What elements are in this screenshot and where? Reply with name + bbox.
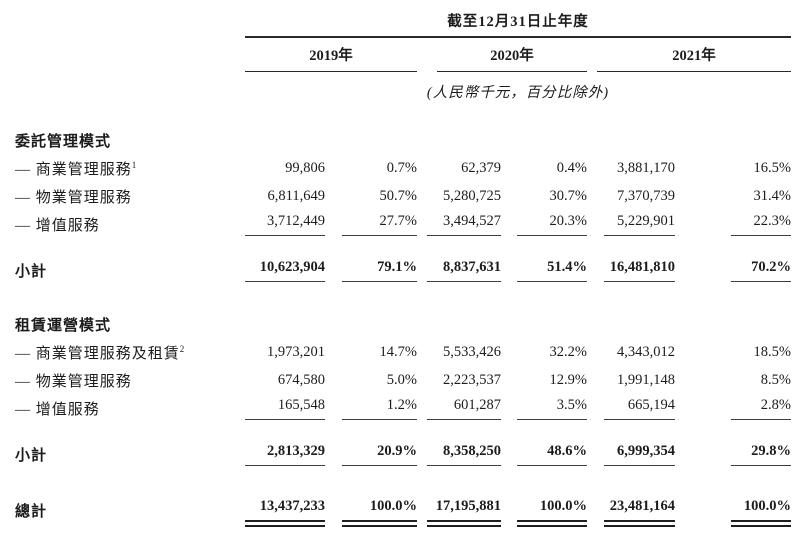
subtotal-pct-2019: 79.1% xyxy=(342,259,417,282)
pct-2020: 32.2% xyxy=(549,343,587,360)
pct-2021: 31.4% xyxy=(753,187,791,204)
row-label: — 增值服務 xyxy=(15,214,245,235)
row-label-text: — 商業管理服務及租賃 xyxy=(15,345,180,362)
total-pct-2021: 100.0% xyxy=(731,498,791,527)
section-title-lease-operation: 租賃運營模式 xyxy=(15,317,112,334)
total-pct-2019: 100.0% xyxy=(342,498,417,527)
amount-2019: 3,712,449 xyxy=(245,213,325,236)
row-label-text: — 商業管理服務 xyxy=(15,161,132,178)
row-label: — 物業管理服務 xyxy=(15,370,245,391)
amount-2021: 1,991,148 xyxy=(617,371,675,388)
amount-2019: 165,548 xyxy=(245,397,325,420)
amount-2021: 7,370,739 xyxy=(617,187,675,204)
unit-note-row: (人民幣千元，百分比除外) xyxy=(15,72,797,102)
row-label-text: — 物業管理服務 xyxy=(15,373,132,390)
total-row: 總計 13,437,233 100.0% 17,195,881 100.0% 2… xyxy=(15,496,797,527)
subtotal-pct-2019: 20.9% xyxy=(342,443,417,466)
footnote-marker: 1 xyxy=(131,159,137,170)
total-amount-2021: 23,481,164 xyxy=(604,498,675,527)
subtotal-label: 小計 xyxy=(15,263,48,280)
pct-2021: 16.5% xyxy=(753,159,791,176)
row-label: — 物業管理服務 xyxy=(15,186,245,207)
row-label: — 商業管理服務及租賃2 xyxy=(15,342,245,363)
row-label: — 商業管理服務1 xyxy=(15,158,245,179)
section-title-entrusted-management: 委託管理模式 xyxy=(15,133,112,150)
pct-2019: 27.7% xyxy=(342,213,417,236)
pct-2020: 0.4% xyxy=(556,159,587,176)
table-row-property-mgmt-services: — 物業管理服務 6,811,649 50.7% 5,280,725 30.7%… xyxy=(15,182,797,210)
pct-2019: 1.2% xyxy=(342,397,417,420)
amount-2020: 2,223,537 xyxy=(443,371,501,388)
total-pct-2020: 100.0% xyxy=(517,498,587,527)
amount-2020: 5,533,426 xyxy=(443,343,501,360)
period-title: 截至12月31日止年度 xyxy=(245,8,791,38)
pct-2019: 14.7% xyxy=(379,343,417,360)
row-label-text: — 物業管理服務 xyxy=(15,189,132,206)
subtotal-pct-2021: 29.8% xyxy=(731,443,791,466)
subtotal-pct-2020: 48.6% xyxy=(517,443,587,466)
amount-2021: 3,881,170 xyxy=(617,159,675,176)
pct-2020: 3.5% xyxy=(517,397,587,420)
pct-2021: 18.5% xyxy=(753,343,791,360)
subtotal-amount-2020: 8,358,250 xyxy=(427,443,501,466)
subtotal-label: 小計 xyxy=(15,447,48,464)
year-header-row: 2019年 2020年 2021年 xyxy=(15,38,797,72)
amount-2021: 4,343,012 xyxy=(617,343,675,360)
table-row-value-added-services: — 增值服務 3,712,449 27.7% 3,494,527 20.3% 5… xyxy=(15,210,797,238)
year-header-2021: 2021年 xyxy=(597,38,791,72)
subtotal-amount-2020: 8,837,631 xyxy=(427,259,501,282)
table-row-value-added-services-2: — 增值服務 165,548 1.2% 601,287 3.5% 665,194… xyxy=(15,394,797,422)
pct-2019: 0.7% xyxy=(386,159,417,176)
pct-2020: 30.7% xyxy=(549,187,587,204)
pct-2019: 50.7% xyxy=(379,187,417,204)
row-label-text: — 增值服務 xyxy=(15,217,100,234)
table-row-property-mgmt-services-2: — 物業管理服務 674,580 5.0% 2,223,537 12.9% 1,… xyxy=(15,366,797,394)
subtotal-amount-2019: 10,623,904 xyxy=(245,259,325,282)
total-amount-2020: 17,195,881 xyxy=(427,498,501,527)
table-row-commercial-mgmt-services: — 商業管理服務1 99,806 0.7% 62,379 0.4% 3,881,… xyxy=(15,154,797,182)
subtotal-amount-2021: 16,481,810 xyxy=(604,259,675,282)
amount-2019: 1,973,201 xyxy=(267,343,325,360)
period-header-row: 截至12月31日止年度 xyxy=(15,8,797,38)
amount-2019: 6,811,649 xyxy=(267,187,325,204)
amount-2021: 665,194 xyxy=(604,397,675,420)
amount-2021: 5,229,901 xyxy=(604,213,675,236)
year-header-2019: 2019年 xyxy=(245,38,417,72)
amount-2020: 601,287 xyxy=(427,397,501,420)
pct-2020: 12.9% xyxy=(549,371,587,388)
year-header-2020: 2020年 xyxy=(437,38,587,72)
total-label: 總計 xyxy=(15,503,48,520)
subtotal-row-lease: 小計 2,813,329 20.9% 8,358,250 48.6% 6,999… xyxy=(15,440,797,468)
pct-2021: 2.8% xyxy=(731,397,791,420)
amount-2020: 62,379 xyxy=(461,159,501,176)
total-amount-2019: 13,437,233 xyxy=(245,498,325,527)
unit-note: (人民幣千元，百分比除外) xyxy=(426,85,610,101)
pct-2019: 5.0% xyxy=(386,371,417,388)
table-row-commercial-mgmt-and-lease: — 商業管理服務及租賃2 1,973,201 14.7% 5,533,426 3… xyxy=(15,338,797,366)
amount-2020: 5,280,725 xyxy=(443,187,501,204)
row-label: — 增值服務 xyxy=(15,398,245,419)
subtotal-pct-2020: 51.4% xyxy=(517,259,587,282)
footnote-marker: 2 xyxy=(179,343,185,354)
amount-2020: 3,494,527 xyxy=(427,213,501,236)
pct-2021: 22.3% xyxy=(731,213,791,236)
amount-2019: 674,580 xyxy=(277,371,325,388)
row-label-text: — 增值服務 xyxy=(15,401,100,418)
pct-2020: 20.3% xyxy=(517,213,587,236)
subtotal-pct-2021: 70.2% xyxy=(731,259,791,282)
pct-2021: 8.5% xyxy=(760,371,791,388)
amount-2019: 99,806 xyxy=(285,159,325,176)
subtotal-row-entrusted: 小計 10,623,904 79.1% 8,837,631 51.4% 16,4… xyxy=(15,256,797,284)
subtotal-amount-2019: 2,813,329 xyxy=(245,443,325,466)
subtotal-amount-2021: 6,999,354 xyxy=(604,443,675,466)
